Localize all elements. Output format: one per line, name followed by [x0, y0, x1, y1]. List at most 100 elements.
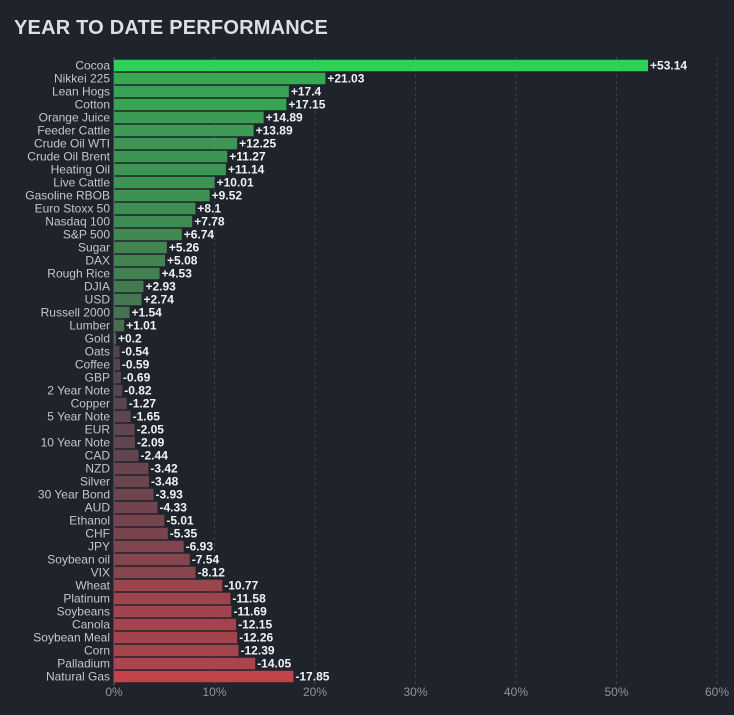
- bar: [114, 566, 196, 579]
- bar: [114, 371, 121, 384]
- category-label: Lean Hogs: [52, 85, 110, 99]
- value-label: +17.4: [291, 85, 322, 99]
- category-label: Live Cattle: [53, 176, 110, 190]
- bar: [114, 280, 144, 293]
- bar: [114, 189, 210, 202]
- category-label: Nasdaq 100: [45, 215, 110, 229]
- value-label: +13.89: [256, 124, 293, 138]
- category-label: CHF: [85, 527, 110, 541]
- category-label: Crude Oil Brent: [27, 150, 110, 164]
- bar: [114, 631, 238, 644]
- value-label: -1.65: [133, 410, 161, 424]
- bar: [114, 488, 154, 501]
- bar: [114, 605, 232, 618]
- category-label: Sugar: [78, 241, 110, 255]
- value-label: +10.01: [217, 176, 254, 190]
- bar: [114, 514, 165, 527]
- category-label: Orange Juice: [39, 111, 111, 125]
- bar: [114, 436, 136, 449]
- category-label: Soybean Meal: [33, 631, 110, 645]
- bar: [114, 202, 196, 215]
- category-label: Lumber: [69, 319, 110, 333]
- value-label: +8.1: [197, 202, 221, 216]
- bar: [114, 657, 256, 670]
- bar: [114, 241, 167, 254]
- value-label: +7.78: [194, 215, 225, 229]
- value-label: -4.33: [160, 501, 188, 515]
- bar: [114, 293, 142, 306]
- value-label: -1.27: [129, 397, 157, 411]
- bar: [114, 85, 289, 98]
- bar: [114, 150, 228, 163]
- value-label: -12.39: [241, 644, 275, 658]
- value-label: -6.93: [186, 540, 214, 554]
- category-label: Coffee: [75, 358, 110, 372]
- value-label: +1.54: [131, 306, 162, 320]
- bar: [114, 384, 123, 397]
- value-label: +14.89: [266, 111, 303, 125]
- value-label: -5.35: [170, 527, 198, 541]
- category-label: Nikkei 225: [54, 72, 110, 86]
- bar: [114, 397, 127, 410]
- x-tick-label: 20%: [303, 685, 327, 699]
- category-label: NZD: [85, 462, 110, 476]
- category-label: Heating Oil: [51, 163, 110, 177]
- bar: [114, 319, 125, 332]
- value-label: -3.93: [155, 488, 183, 502]
- category-label: Silver: [80, 475, 110, 489]
- x-tick-label: 30%: [403, 685, 427, 699]
- category-label: Cotton: [75, 98, 110, 112]
- bars: [114, 59, 649, 683]
- category-label: GBP: [85, 371, 110, 385]
- value-label: -10.77: [224, 579, 258, 593]
- value-label: -0.69: [123, 371, 151, 385]
- category-label: Soybeans: [57, 605, 110, 619]
- value-label: +6.74: [184, 228, 215, 242]
- bar: [114, 592, 231, 605]
- bar: [114, 267, 160, 280]
- bar: [114, 332, 117, 345]
- category-label: Euro Stoxx 50: [35, 202, 111, 216]
- category-label: S&P 500: [63, 228, 110, 242]
- value-label: -11.58: [232, 592, 266, 606]
- x-tick-label: 50%: [604, 685, 628, 699]
- bar: [114, 124, 254, 137]
- category-label: Feeder Cattle: [37, 124, 110, 138]
- value-label: -3.42: [150, 462, 178, 476]
- value-label: -2.09: [137, 436, 165, 450]
- bar: [114, 540, 184, 553]
- bar: [114, 137, 238, 150]
- bar: [114, 306, 130, 319]
- value-label: -2.05: [137, 423, 165, 437]
- x-tick-label: 10%: [202, 685, 226, 699]
- category-label: Russell 2000: [41, 306, 111, 320]
- value-label: +11.14: [228, 163, 265, 177]
- value-label: +11.27: [229, 150, 266, 164]
- value-label: +21.03: [327, 72, 364, 86]
- value-label: -12.26: [239, 631, 273, 645]
- category-label: 2 Year Note: [47, 384, 110, 398]
- value-label: -5.01: [166, 514, 194, 528]
- category-label: 10 Year Note: [41, 436, 111, 450]
- category-label: Crude Oil WTI: [34, 137, 110, 151]
- bar: [114, 462, 149, 475]
- bar: [114, 176, 215, 189]
- value-label: +2.93: [145, 280, 176, 294]
- bar: [114, 163, 226, 176]
- bar: [114, 358, 120, 371]
- value-label: +4.53: [162, 267, 193, 281]
- category-label: DAX: [85, 254, 110, 268]
- bar: [114, 345, 120, 358]
- value-label: -0.54: [121, 345, 149, 359]
- bar: [114, 618, 237, 631]
- x-tick-label: 0%: [105, 685, 123, 699]
- category-label: Gasoline RBOB: [25, 189, 110, 203]
- bar: [114, 670, 294, 683]
- bar: [114, 423, 135, 436]
- value-label: -8.12: [198, 566, 226, 580]
- value-label: -14.05: [257, 657, 291, 671]
- value-label: +1.01: [126, 319, 157, 333]
- value-label: -7.54: [192, 553, 220, 567]
- category-label: Ethanol: [69, 514, 110, 528]
